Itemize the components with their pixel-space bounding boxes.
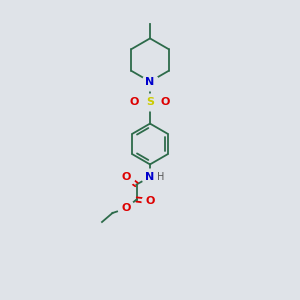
Text: N: N xyxy=(146,172,154,182)
Text: O: O xyxy=(130,97,139,107)
Text: O: O xyxy=(121,203,131,214)
Text: H: H xyxy=(157,172,165,182)
Text: O: O xyxy=(145,196,155,206)
Text: O: O xyxy=(121,172,131,182)
Text: O: O xyxy=(161,97,170,107)
Text: N: N xyxy=(146,76,154,87)
Text: S: S xyxy=(146,97,154,107)
